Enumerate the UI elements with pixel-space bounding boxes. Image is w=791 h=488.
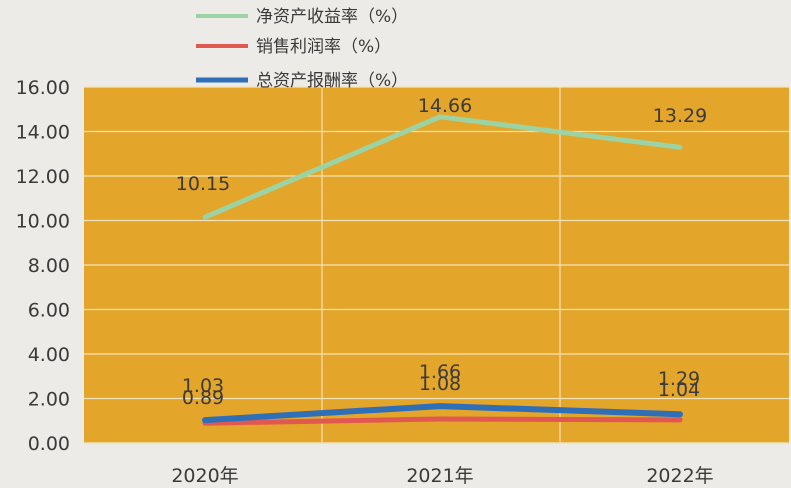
data-label: 10.15 bbox=[176, 173, 230, 195]
data-label: 1.03 bbox=[182, 375, 224, 397]
x-tick-label: 2020年 bbox=[171, 465, 238, 487]
x-tick-label: 2022年 bbox=[646, 465, 713, 487]
data-label: 1.04 bbox=[658, 379, 700, 401]
series-line bbox=[202, 114, 683, 220]
data-labels: 10.15 14.66 13.29 0.89 1.08 1.04 1.03 1.66 1.29 bbox=[176, 95, 707, 409]
legend: 净资产收益率（%） 销售利润率（%） 总资产报酬率（%） bbox=[196, 7, 408, 91]
y-tick-label: 10.00 bbox=[16, 211, 70, 233]
data-label: 1.29 bbox=[658, 368, 700, 390]
legend-label: 总资产报酬率（%） bbox=[256, 71, 408, 91]
x-axis: 2020年 2021年 2022年 bbox=[171, 465, 713, 487]
series-line bbox=[202, 416, 683, 426]
legend-label: 销售利润率（%） bbox=[256, 37, 391, 57]
legend-label: 净资产收益率（%） bbox=[256, 7, 408, 27]
y-axis: 0.00 2.00 4.00 6.00 8.00 10.00 12.00 14.00 16.00 bbox=[16, 77, 70, 455]
y-tick-label: 8.00 bbox=[28, 255, 70, 277]
y-tick-label: 12.00 bbox=[16, 166, 70, 188]
y-tick-label: 2.00 bbox=[28, 389, 70, 411]
data-label: 14.66 bbox=[418, 95, 472, 117]
y-tick-label: 16.00 bbox=[16, 77, 70, 99]
y-tick-label: 0.00 bbox=[28, 433, 70, 455]
y-tick-label: 4.00 bbox=[28, 344, 70, 366]
data-label: 13.29 bbox=[653, 105, 707, 127]
y-tick-label: 6.00 bbox=[28, 300, 70, 322]
data-label: 1.66 bbox=[419, 361, 461, 383]
data-label: 1.08 bbox=[419, 373, 461, 395]
y-tick-label: 14.00 bbox=[16, 122, 70, 144]
series-lines bbox=[202, 114, 683, 426]
gridlines bbox=[84, 86, 789, 444]
x-tick-label: 2021年 bbox=[406, 465, 473, 487]
data-label: 0.89 bbox=[182, 387, 224, 409]
series-line bbox=[202, 403, 683, 424]
